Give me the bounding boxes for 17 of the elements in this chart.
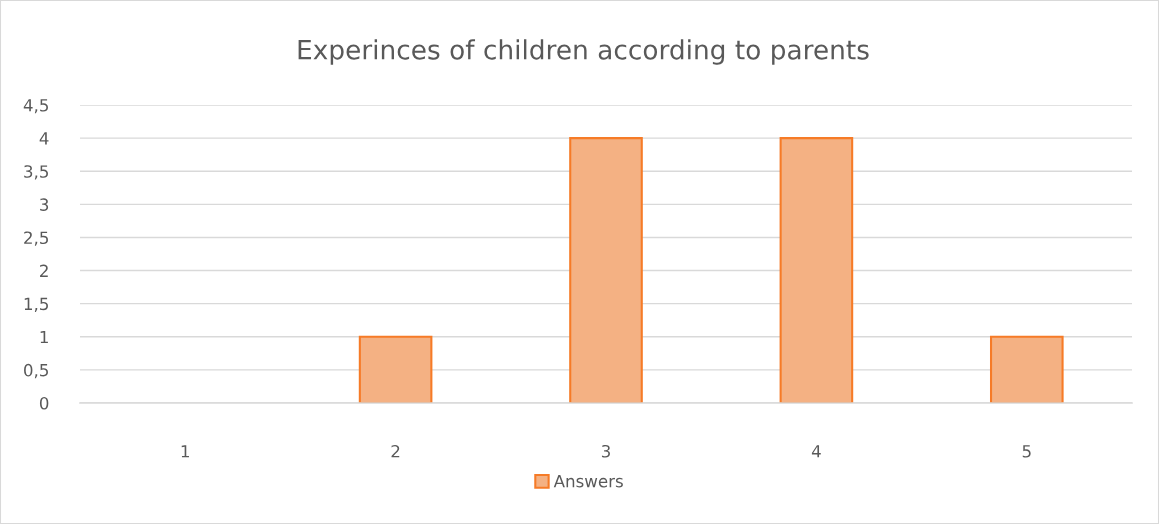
y-tick-label: 4,5 — [23, 99, 48, 114]
y-tick-label: 3,5 — [24, 165, 48, 180]
y-tick-label: 1 — [40, 330, 48, 344]
y-tick-label: 2 — [40, 264, 48, 277]
chart-title: Experinces of children according to parents — [298, 39, 869, 65]
y-tick-label: 4 — [39, 132, 49, 145]
legend-label: Answers — [553, 475, 623, 488]
x-tick-label: 1 — [181, 445, 189, 458]
y-tick-label: 0 — [39, 396, 49, 410]
y-tick-label: 0,5 — [24, 363, 48, 379]
x-tick-label: 4 — [811, 445, 821, 458]
y-tick-label: 3 — [40, 198, 49, 211]
y-tick-label: 1,5 — [24, 297, 48, 312]
x-tick-label: 5 — [1022, 445, 1031, 458]
x-tick-label: 3 — [601, 444, 610, 458]
x-tick-label: 2 — [391, 444, 400, 458]
y-tick-label: 2,5 — [24, 231, 48, 246]
